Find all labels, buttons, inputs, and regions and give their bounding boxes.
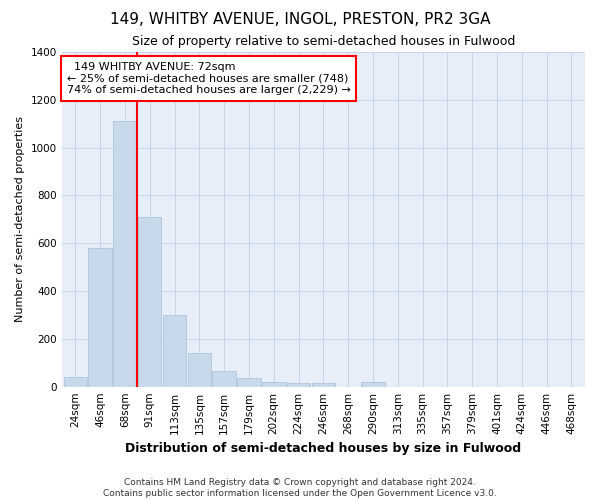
Text: Contains HM Land Registry data © Crown copyright and database right 2024.
Contai: Contains HM Land Registry data © Crown c… [103,478,497,498]
Bar [138,217,161,386]
Bar [237,378,261,386]
Bar [113,122,137,386]
Bar [64,377,87,386]
X-axis label: Distribution of semi-detached houses by size in Fulwood: Distribution of semi-detached houses by … [125,442,521,455]
Title: Size of property relative to semi-detached houses in Fulwood: Size of property relative to semi-detach… [131,35,515,48]
Bar [287,383,310,386]
Bar [311,383,335,386]
Bar [361,382,385,386]
Text: 149, WHITBY AVENUE, INGOL, PRESTON, PR2 3GA: 149, WHITBY AVENUE, INGOL, PRESTON, PR2 … [110,12,490,28]
Bar [88,248,112,386]
Bar [212,371,236,386]
Y-axis label: Number of semi-detached properties: Number of semi-detached properties [15,116,25,322]
Bar [262,382,286,386]
Bar [188,353,211,386]
Text: 149 WHITBY AVENUE: 72sqm
← 25% of semi-detached houses are smaller (748)
74% of : 149 WHITBY AVENUE: 72sqm ← 25% of semi-d… [67,62,351,95]
Bar [163,315,186,386]
